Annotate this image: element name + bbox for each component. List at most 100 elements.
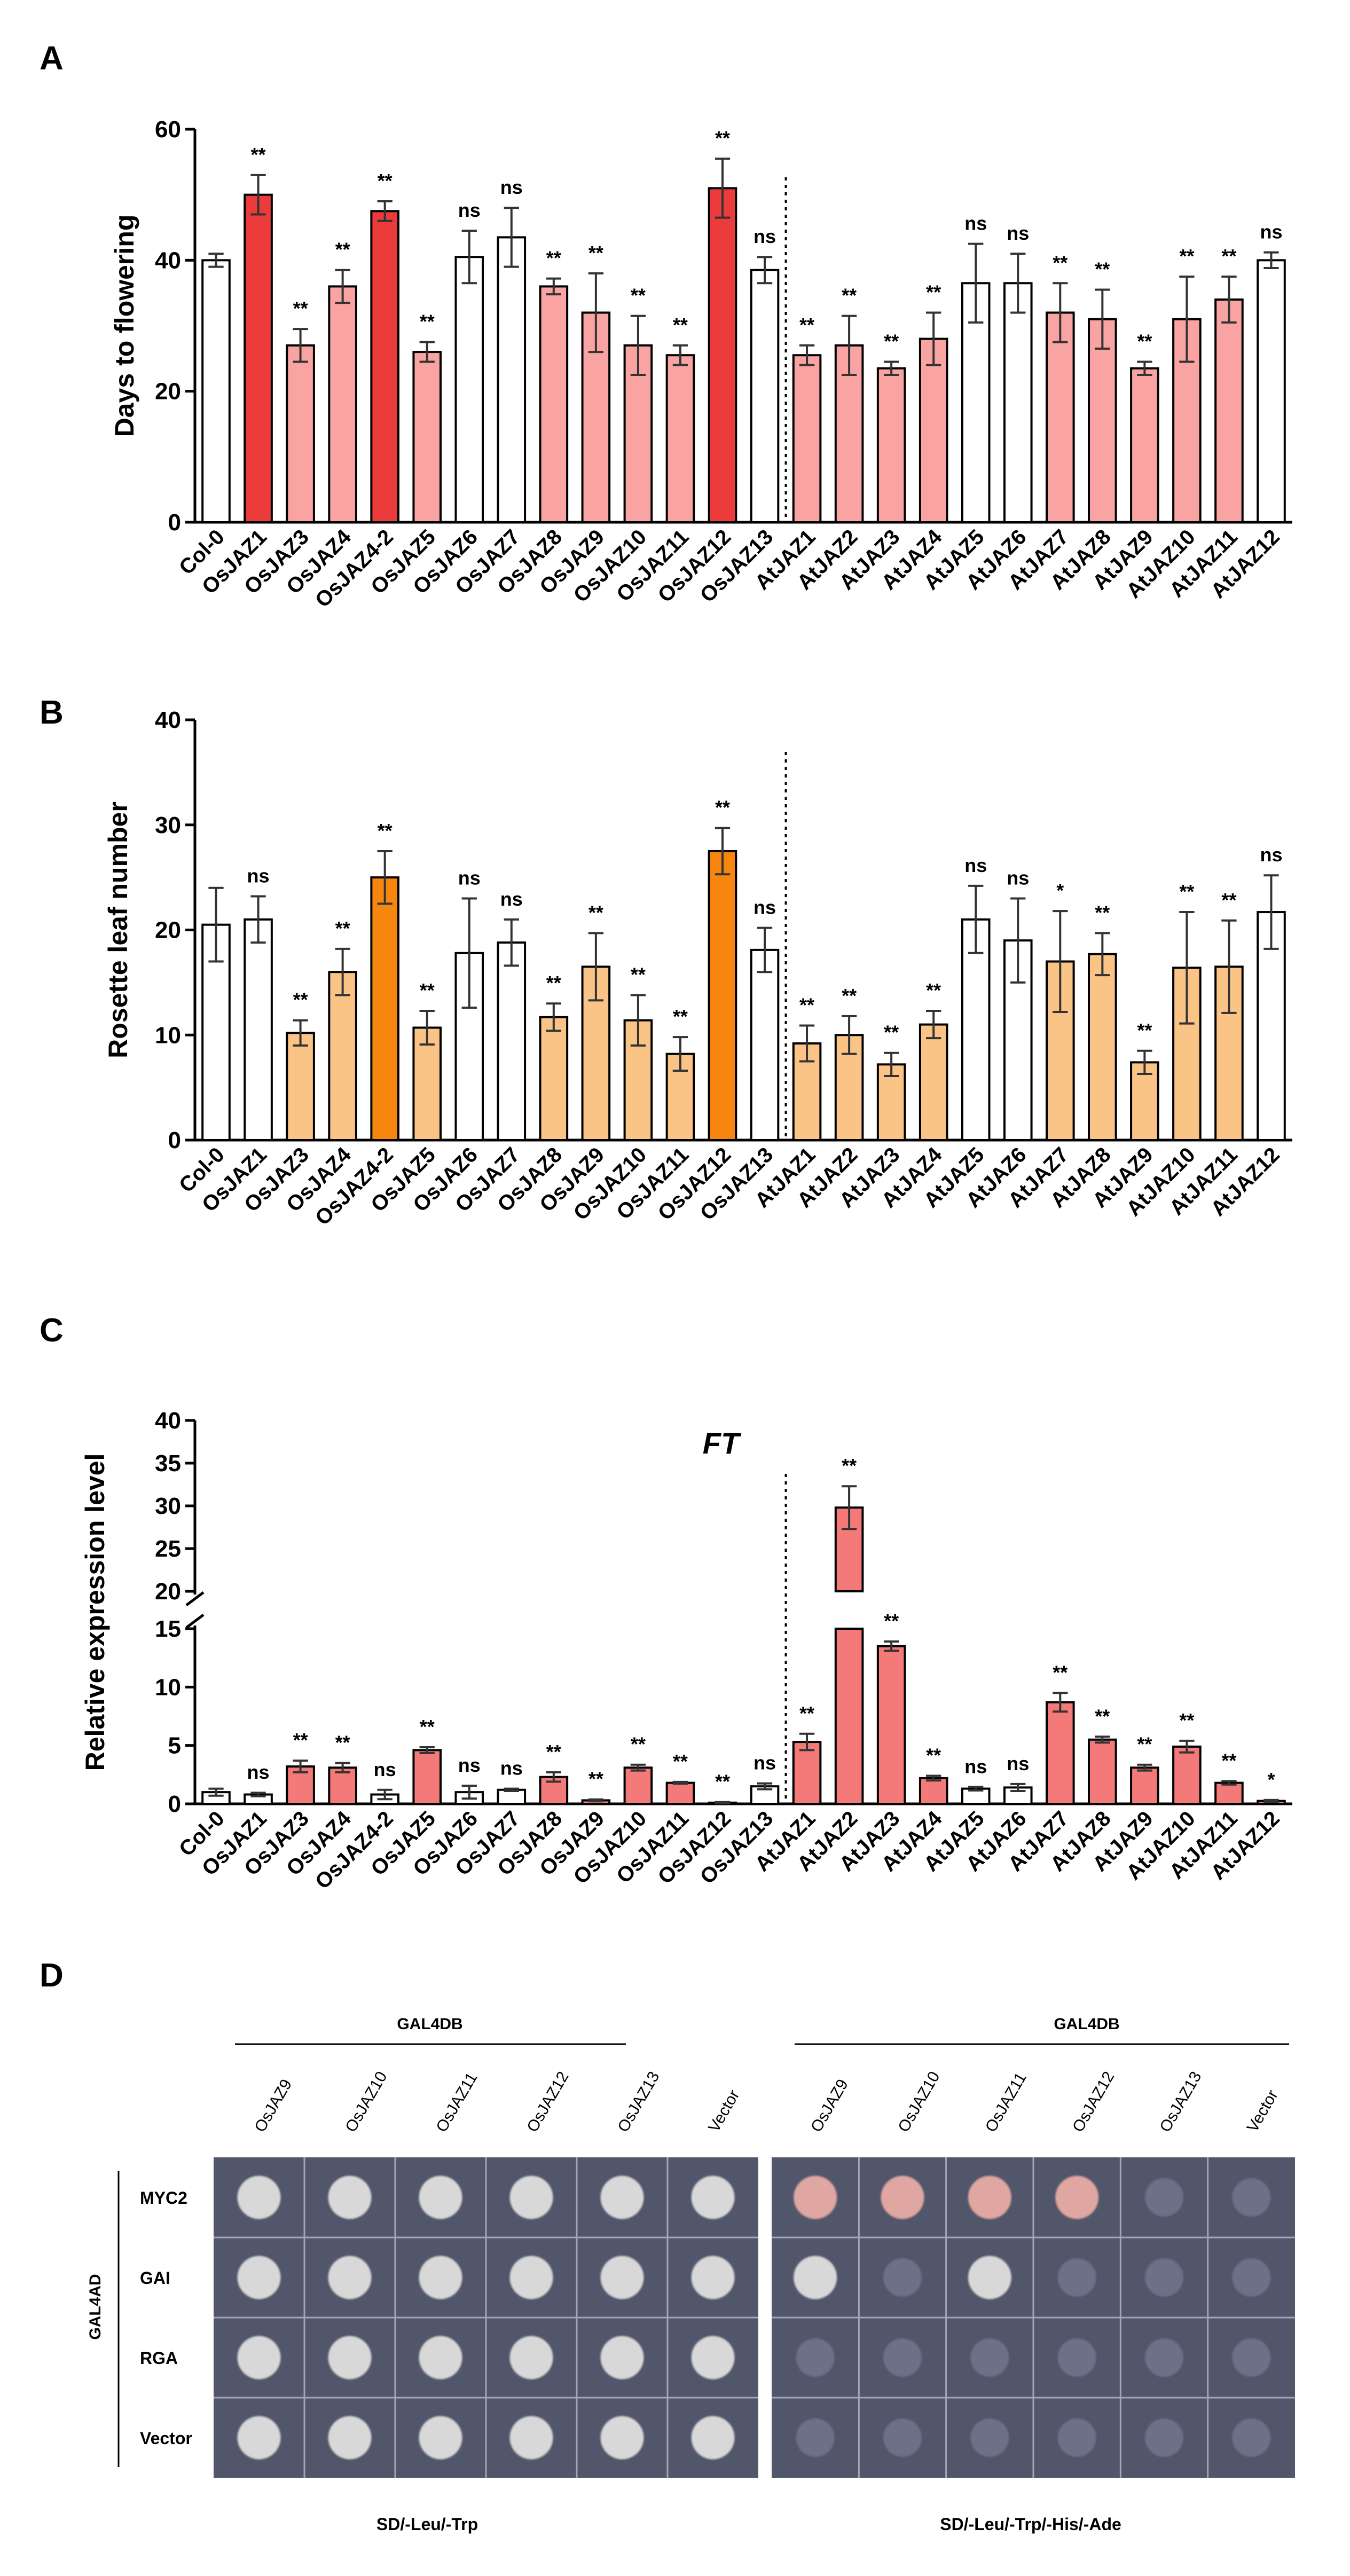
bar (750, 1785, 780, 1805)
bar (412, 351, 442, 523)
chart-title: FT (703, 1426, 742, 1460)
bar (1257, 259, 1286, 523)
medium-label-left: SD/-Leu/-Trp (376, 2515, 478, 2534)
significance-label: ** (420, 1716, 435, 1738)
yeast-colony-spot (600, 2336, 644, 2379)
bar (497, 941, 527, 1141)
significance-label: ** (842, 285, 857, 307)
y-tick-label: 0 (168, 1127, 181, 1153)
yeast-colony-spot (883, 2258, 922, 2297)
significance-label: ns (247, 865, 270, 887)
bar (665, 1781, 695, 1805)
medium-label-right: SD/-Leu/-Trp/-His/-Ade (940, 2515, 1121, 2534)
yeast-colony-spot (968, 2176, 1011, 2219)
bar (961, 918, 991, 1141)
yeast-colony-spot (509, 2336, 553, 2379)
yeast-colony-spot (796, 2418, 835, 2457)
yeast-colony-spot (419, 2176, 462, 2219)
yeast-colony-spot (883, 2338, 922, 2377)
significance-label: ** (335, 1731, 350, 1753)
bar (201, 259, 231, 523)
y-tick-label: 20 (155, 917, 181, 944)
y-tick-label: 30 (155, 812, 181, 838)
significance-label: ** (631, 1733, 646, 1755)
bar (876, 1645, 906, 1805)
significance-label: ** (1095, 901, 1110, 923)
y-tick-label: 40 (155, 1408, 181, 1434)
row-label: RGA (140, 2349, 178, 2368)
significance-label: ** (1137, 330, 1152, 352)
yeast-colony-spot (1145, 2338, 1183, 2377)
significance-label: ns (458, 867, 481, 889)
bar (539, 285, 569, 524)
yeast-colony-spot (1057, 2258, 1096, 2297)
yeast-colony-spot (1232, 2418, 1271, 2457)
significance-label: ** (293, 989, 308, 1011)
y-tick-label: 30 (155, 1493, 181, 1519)
bar (750, 269, 780, 523)
bar (497, 1788, 527, 1805)
gal4db-header-left: GAL4DB (397, 2015, 462, 2033)
bar (1088, 318, 1117, 523)
significance-label: ns (1007, 867, 1029, 889)
bar (876, 1063, 906, 1141)
y-tick-label: 60 (155, 116, 181, 143)
significance-label: ns (754, 1752, 776, 1774)
significance-label: ** (842, 985, 857, 1007)
gal4ad-row-labels: MYC2 GAI RGA Vector (140, 2188, 192, 2448)
bar (539, 1776, 569, 1805)
significance-label: ** (926, 979, 941, 1001)
yeast-colony-spot (600, 2256, 644, 2299)
significance-label: ns (374, 1758, 396, 1780)
significance-label: ** (335, 917, 350, 939)
axis-break-mark-lower (185, 1614, 205, 1629)
yeast-colony-spot (796, 2338, 835, 2377)
significance-label: ** (631, 285, 646, 307)
bar (708, 187, 737, 523)
yeast-colony-spot (328, 2256, 372, 2299)
yeast-colony-spot (883, 2418, 922, 2457)
significance-label: ns (1007, 1753, 1029, 1774)
bar (1045, 311, 1075, 523)
significance-label: ** (884, 1022, 899, 1043)
significance-label: ** (1221, 889, 1236, 911)
yeast-colony-spot (419, 2256, 462, 2299)
row-label: GAI (140, 2268, 170, 2288)
significance-label: ** (546, 972, 561, 994)
panel-label-c: C (40, 1312, 64, 1349)
yeast-colony-spot (600, 2416, 644, 2460)
yeast-colony-spot (1145, 2418, 1183, 2457)
significance-label: ** (673, 314, 688, 336)
significance-label: ** (378, 170, 393, 192)
bar-lower-segment (834, 1628, 864, 1805)
gal4ad-label: GAL4AD (87, 2274, 104, 2339)
yeast-colony-spot (968, 2256, 1011, 2299)
yeast-colony-spot (691, 2416, 735, 2460)
yeast-colony-spot (1145, 2178, 1183, 2217)
bar (1130, 1061, 1159, 1142)
row-label: MYC2 (140, 2188, 187, 2208)
significance-label: ** (420, 979, 435, 1001)
significance-label: ** (631, 963, 646, 985)
bar (919, 1777, 948, 1805)
significance-label: ns (500, 176, 523, 198)
bar (919, 1023, 948, 1141)
significance-label: ** (588, 901, 603, 923)
significance-label: ** (1053, 252, 1068, 273)
significance-label: ** (1179, 881, 1194, 902)
significance-label: ** (673, 1006, 688, 1027)
significance-label: ns (458, 199, 481, 221)
significance-label: ** (1179, 245, 1194, 267)
yeast-colony-spot (1232, 2338, 1271, 2377)
yeast-colony-spot (1232, 2258, 1271, 2297)
bar (1214, 1781, 1244, 1805)
bar (1003, 282, 1033, 523)
yeast-colony-spot (328, 2416, 372, 2460)
yeast-colony-spot (509, 2256, 553, 2299)
significance-label: ** (799, 994, 814, 1016)
yeast-colony-spot (691, 2336, 735, 2379)
y-tick-label: 40 (155, 247, 181, 273)
bar (1257, 911, 1286, 1141)
